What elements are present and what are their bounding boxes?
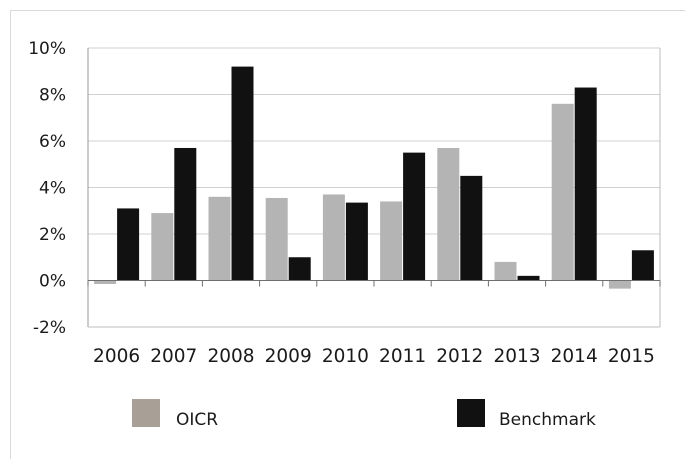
- y-tick-label: 8%: [39, 86, 66, 106]
- bar-oicr-2011: [380, 201, 403, 281]
- bars: [94, 66, 654, 289]
- bar-oicr-2015: [608, 280, 631, 289]
- x-tick-label: 2014: [551, 346, 598, 367]
- bar-benchmark-2007: [174, 147, 197, 281]
- legend-swatch-oicr: [132, 399, 160, 427]
- x-axis-labels: 2006 2007 2008 2009 2010 2011 2012 2013 2014 2015: [93, 346, 655, 367]
- bar-oicr-2006: [94, 280, 117, 284]
- bar-benchmark-2009: [288, 257, 311, 281]
- x-tick-label: 2006: [93, 346, 140, 367]
- bar-oicr-2008: [208, 196, 231, 281]
- x-tick-label: 2015: [608, 346, 655, 367]
- legend-swatch-benchmark: [457, 399, 485, 427]
- bar-oicr-2007: [151, 213, 174, 281]
- legend-label-oicr: OICR: [176, 410, 218, 430]
- x-tick-label: 2011: [379, 346, 426, 367]
- chart-frame: [10, 10, 685, 459]
- bar-benchmark-2012: [460, 175, 483, 281]
- bar-benchmark-2006: [117, 208, 140, 281]
- legend: OICR Benchmark: [132, 399, 596, 430]
- bar-benchmark-2015: [631, 250, 654, 281]
- x-tick-label: 2007: [150, 346, 197, 367]
- x-tick-label: 2010: [322, 346, 369, 367]
- bar-benchmark-2013: [517, 275, 540, 281]
- y-tick-label: 4%: [39, 179, 66, 199]
- bar-oicr-2013: [494, 261, 517, 281]
- y-tick-label: 0%: [39, 272, 66, 292]
- bar-oicr-2012: [437, 147, 460, 281]
- bar-benchmark-2008: [231, 66, 254, 281]
- y-tick-label: 2%: [39, 225, 66, 245]
- x-tick-label: 2009: [265, 346, 312, 367]
- bar-oicr-2010: [322, 194, 345, 281]
- bar-benchmark-2010: [345, 202, 368, 281]
- bar-benchmark-2014: [574, 87, 597, 281]
- axes: [87, 48, 661, 328]
- x-tick-label: 2008: [207, 346, 254, 367]
- y-axis-labels: -2% 0% 2% 4% 6% 8% 10%: [28, 39, 66, 338]
- bar-benchmark-2011: [403, 152, 426, 281]
- bar-oicr-2014: [551, 103, 574, 281]
- legend-label-benchmark: Benchmark: [499, 410, 596, 430]
- y-tick-label: 6%: [39, 132, 66, 152]
- y-tick-label: -2%: [33, 318, 66, 338]
- bar-oicr-2009: [265, 197, 288, 281]
- y-tick-label: 10%: [28, 39, 66, 59]
- x-tick-label: 2013: [493, 346, 540, 367]
- x-tick-label: 2012: [436, 346, 483, 367]
